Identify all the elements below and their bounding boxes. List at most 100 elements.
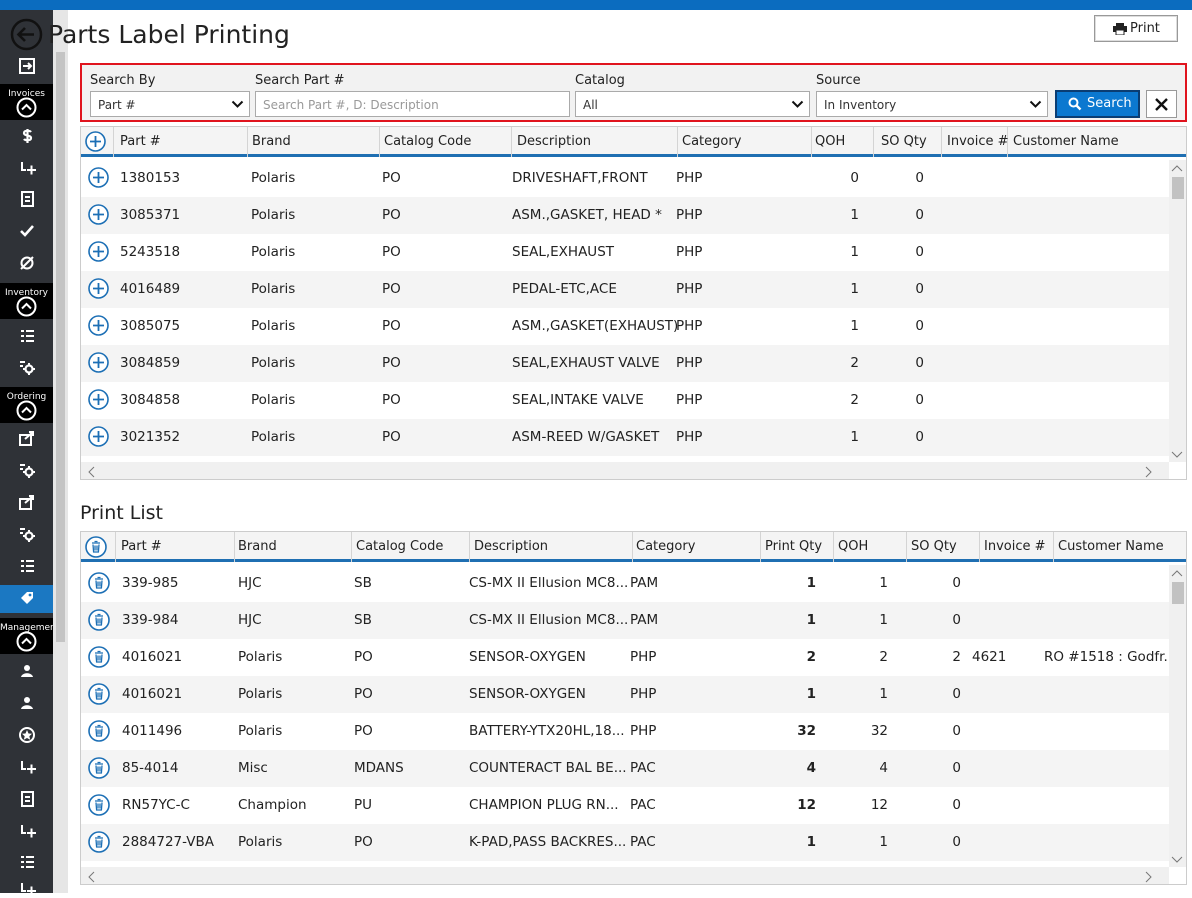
sidebar-item[interactable] [18, 758, 36, 776]
dropdown[interactable]: In Inventory [816, 91, 1048, 117]
column-header[interactable]: SO Qty [911, 539, 957, 554]
remove-row-button[interactable] [88, 794, 111, 817]
sidebar-item[interactable] [18, 222, 36, 240]
column-header[interactable]: QOH [838, 539, 869, 554]
column-header[interactable]: QOH [815, 134, 846, 149]
add-row-button[interactable] [88, 167, 111, 190]
column-header[interactable]: Print Qty [765, 539, 823, 554]
sidebar-item[interactable] [18, 429, 36, 447]
remove-row-button[interactable] [88, 572, 111, 595]
column-header[interactable]: Category [636, 539, 696, 554]
column-header[interactable]: Part # [121, 539, 162, 554]
sidebar-item[interactable] [18, 853, 36, 871]
column-header[interactable]: Customer Name [1013, 134, 1119, 149]
dropdown-arrow [791, 100, 804, 108]
table-row[interactable]: 4016021 Polaris PO SENSOR-OXYGEN PHP 1 1 0 [81, 676, 1169, 713]
table-row[interactable]: 4011496 Polaris PO BATTERY-YTX20HL,18... PHP… [81, 713, 1169, 750]
table-row[interactable]: 4016021 Polaris PO SENSOR-OXYGEN PHP 2 2 2 4621 R… [81, 639, 1169, 676]
column-header[interactable]: Brand [252, 134, 291, 149]
sidebar-item[interactable] [18, 694, 36, 712]
table-row[interactable]: 4016489 Polaris PO PEDAL-ETC,ACE PHP 1 0 [81, 271, 1169, 308]
sidebar-item[interactable] [18, 190, 36, 208]
table-row[interactable]: 339-985 HJC SB CS-MX II Ellusion MC8... PAM 1… [81, 565, 1169, 602]
table-cell: PHP [630, 649, 657, 665]
sidebar-item[interactable] [18, 822, 36, 840]
sidebar-item[interactable] [18, 327, 36, 345]
search-button-label: Search [1087, 96, 1132, 111]
remove-row-button[interactable] [88, 646, 111, 669]
add-row-button[interactable] [88, 352, 111, 375]
table-cell: PHP [676, 429, 703, 445]
column-header[interactable]: Customer Name [1058, 539, 1164, 554]
table-row[interactable]: 5243518 Polaris PO SEAL,EXHAUST PHP 1 0 [81, 234, 1169, 271]
table-row[interactable]: 3084858 Polaris PO SEAL,INTAKE VALVE PHP 2 0 [81, 382, 1169, 419]
add-row-button[interactable] [88, 426, 111, 449]
sidebar-item[interactable] [18, 662, 36, 680]
sidebar-item[interactable] [18, 726, 36, 744]
dropdown[interactable]: All [575, 91, 810, 117]
sidebar-item[interactable] [18, 790, 36, 808]
remove-row-button[interactable] [88, 683, 111, 706]
print-button[interactable]: Print [1094, 15, 1178, 42]
add-all-button[interactable] [85, 131, 107, 153]
remove-all-button[interactable] [85, 536, 107, 558]
sidebar-item[interactable] [18, 127, 36, 145]
add-row-button[interactable] [88, 315, 111, 338]
table-cell: 0 [952, 723, 961, 739]
add-row-button[interactable] [88, 204, 111, 227]
dropdown-value: Part # [98, 98, 136, 112]
dropdown[interactable]: Part # [90, 91, 250, 117]
table-row[interactable]: 3021352 Polaris PO ASM-REED W/GASKET PHP 1 0 [81, 419, 1169, 456]
add-row-button[interactable] [88, 241, 111, 264]
table-row[interactable]: 339-984 HJC SB CS-MX II Ellusion MC8... PAM 1… [81, 602, 1169, 639]
collapse-toggle[interactable] [16, 97, 37, 118]
sidebar-item[interactable] [18, 493, 36, 511]
back-button[interactable] [10, 18, 43, 51]
add-row-button[interactable] [88, 278, 111, 301]
sidebar-item[interactable] [18, 525, 36, 543]
sidebar-item[interactable] [18, 557, 36, 575]
remove-row-button[interactable] [88, 609, 111, 632]
table-row[interactable]: 1380153 Polaris PO DRIVESHAFT,FRONT PHP 0 0 [81, 160, 1169, 197]
table-row[interactable]: 3085075 Polaris PO ASM.,GASKET(EXHAUST) PHP 1… [81, 308, 1169, 345]
add-row-button[interactable] [88, 389, 111, 412]
column-header[interactable]: Invoice # [947, 134, 1009, 149]
column-header[interactable]: Description [517, 134, 592, 149]
column-separator [115, 532, 116, 562]
sidebar-item[interactable] [18, 57, 36, 75]
column-header[interactable]: Invoice # [984, 539, 1046, 554]
table-row[interactable]: RN57YC-C Champion PU CHAMPION PLUG RN... PAC… [81, 787, 1169, 824]
table-cell: 4 [879, 760, 888, 776]
sidebar-item[interactable] [18, 159, 36, 177]
table-cell: 1 [806, 686, 816, 702]
collapse-toggle[interactable] [16, 631, 37, 652]
remove-row-button[interactable] [88, 720, 111, 743]
remove-row-button[interactable] [88, 831, 111, 854]
column-header[interactable]: Part # [120, 134, 161, 149]
column-header[interactable]: SO Qty [881, 134, 927, 149]
sidebar-item[interactable] [18, 461, 36, 479]
column-header[interactable]: Description [474, 539, 549, 554]
sidebar-item[interactable] [18, 358, 36, 376]
collapse-toggle[interactable] [16, 296, 37, 317]
table-row[interactable]: 2884727-VBA Polaris PO K-PAD,PASS BACKRES..… [81, 824, 1169, 861]
text-input[interactable]: Search Part #, D: Description [255, 91, 570, 117]
column-header[interactable]: Catalog Code [356, 539, 444, 554]
clear-button[interactable] [1146, 90, 1177, 118]
sidebar-item[interactable] [18, 880, 36, 898]
column-header[interactable]: Catalog Code [384, 134, 472, 149]
sidebar-item[interactable] [18, 589, 36, 607]
column-header[interactable]: Brand [238, 539, 277, 554]
table-row[interactable]: 3084859 Polaris PO SEAL,EXHAUST VALVE PHP 2 0 [81, 345, 1169, 382]
column-header[interactable]: Category [682, 134, 742, 149]
collapse-toggle[interactable] [16, 400, 37, 421]
table-cell: RO #1518 : Godfr... [1044, 649, 1169, 665]
column-separator [677, 127, 678, 157]
search-button[interactable]: Search [1055, 90, 1140, 118]
table-row[interactable]: 3085371 Polaris PO ASM.,GASKET, HEAD * PHP 1 0 [81, 197, 1169, 234]
column-separator [234, 532, 235, 562]
table-row[interactable]: 85-4014 Misc MDANS COUNTERACT BAL BE... PAC 4… [81, 750, 1169, 787]
remove-row-button[interactable] [88, 757, 111, 780]
sidebar-item[interactable] [18, 254, 36, 272]
close-icon [1155, 98, 1168, 111]
